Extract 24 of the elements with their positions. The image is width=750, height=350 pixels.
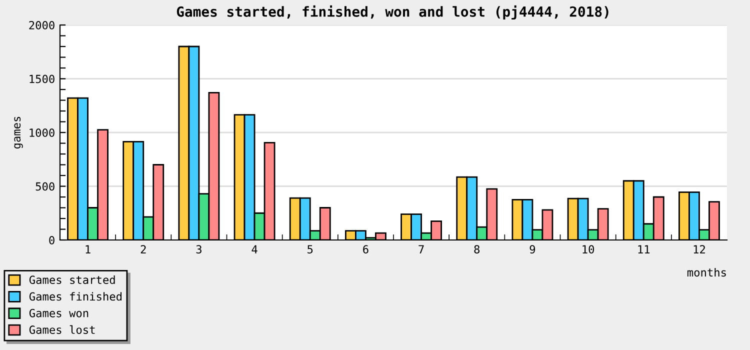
legend-label: Games won [29, 308, 88, 318]
legend-label: Games lost [29, 325, 95, 334]
x-tick-label: 2 [140, 245, 146, 254]
legend-label: Games finished [29, 292, 122, 301]
y-axis-title: games [14, 116, 23, 149]
x-tick-label: 1 [86, 245, 90, 254]
chart-title: Games started, finished, won and lost (pj4444, 2018) [176, 5, 608, 20]
y-tick-label: 500 [36, 182, 54, 191]
y-tick-label: 1500 [30, 74, 54, 84]
x-tick-label: 7 [418, 245, 424, 254]
x-axis-title: months [687, 268, 726, 277]
y-tick-label: 2000 [29, 21, 54, 30]
x-tick-label: 10 [582, 245, 594, 254]
x-tick-label: 9 [530, 245, 536, 254]
x-tick-label: 11 [638, 245, 650, 254]
y-tick-label: 0 [49, 236, 54, 244]
x-tick-label: 12 [694, 245, 705, 254]
y-tick-label: 1000 [30, 128, 54, 137]
x-tick-label: 8 [474, 245, 480, 254]
x-tick-label: 3 [196, 245, 202, 254]
legend-label: Games started [29, 275, 115, 284]
x-tick-label: 5 [308, 245, 313, 254]
x-tick-label: 6 [363, 245, 368, 254]
x-tick-label: 4 [252, 245, 258, 254]
